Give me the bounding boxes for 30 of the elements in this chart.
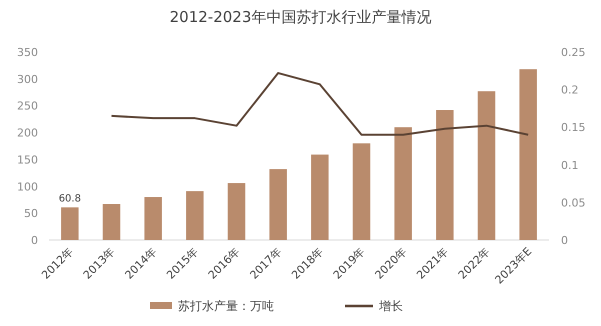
y2-tick-label: 0.1 [561,158,578,172]
bar [102,204,120,240]
y-tick-label: 0 [31,234,38,247]
y-tick-label: 300 [17,72,38,86]
legend-label: 苏打水产量：万吨 [178,299,274,313]
bar [352,143,370,240]
bar [311,154,329,240]
y2-tick-label: 0.2 [561,84,578,97]
legend-label: 增长 [378,299,403,313]
y-tick-label: 50 [24,207,38,220]
bar [186,191,204,240]
bar [269,169,287,240]
bar [61,207,79,240]
bar [519,69,537,240]
y2-tick-label: 0 [561,234,568,247]
chart-title: 2012-2023年中国苏打水行业产量情况 [170,8,432,26]
bar [228,183,246,240]
y-tick-label: 250 [17,100,38,113]
bar [478,91,496,240]
y2-tick-label: 0.25 [561,46,586,59]
bar [394,127,412,240]
bar [144,197,162,240]
y2-tick-label: 0.15 [561,121,586,134]
y-tick-label: 100 [17,180,38,194]
y2-tick-label: 0.05 [561,196,586,210]
bar [436,110,454,240]
y-tick-label: 200 [17,126,38,140]
y-tick-label: 350 [17,46,38,59]
y-tick-label: 150 [17,153,38,166]
data-label: 60.8 [58,193,81,204]
